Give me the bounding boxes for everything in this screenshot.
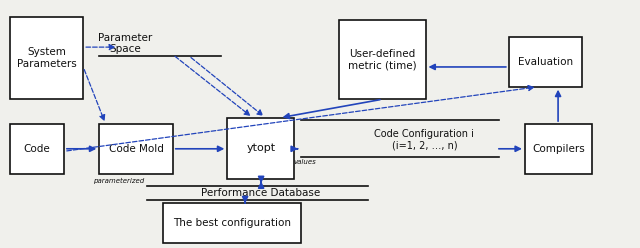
Text: Evaluation: Evaluation	[518, 57, 573, 67]
FancyBboxPatch shape	[227, 118, 294, 179]
FancyBboxPatch shape	[99, 124, 173, 174]
Text: The best configuration: The best configuration	[173, 218, 291, 228]
FancyBboxPatch shape	[509, 37, 582, 87]
Text: User-defined
metric (time): User-defined metric (time)	[348, 49, 417, 70]
FancyBboxPatch shape	[10, 17, 83, 99]
FancyBboxPatch shape	[525, 124, 592, 174]
Text: Parameter
Space: Parameter Space	[98, 32, 152, 54]
Text: Compilers: Compilers	[532, 144, 585, 154]
Text: Performance Database: Performance Database	[202, 188, 321, 198]
Text: Code Configuration i
(i=1, 2, …, n): Code Configuration i (i=1, 2, …, n)	[374, 129, 474, 151]
FancyBboxPatch shape	[10, 124, 64, 174]
Text: Code: Code	[24, 144, 50, 154]
Text: Code Mold: Code Mold	[109, 144, 163, 154]
FancyBboxPatch shape	[339, 20, 426, 99]
Text: System
Parameters: System Parameters	[17, 47, 76, 69]
FancyBboxPatch shape	[163, 203, 301, 243]
Text: parameterized: parameterized	[93, 178, 144, 184]
Text: values: values	[293, 159, 316, 165]
Text: ytopt: ytopt	[246, 143, 275, 153]
